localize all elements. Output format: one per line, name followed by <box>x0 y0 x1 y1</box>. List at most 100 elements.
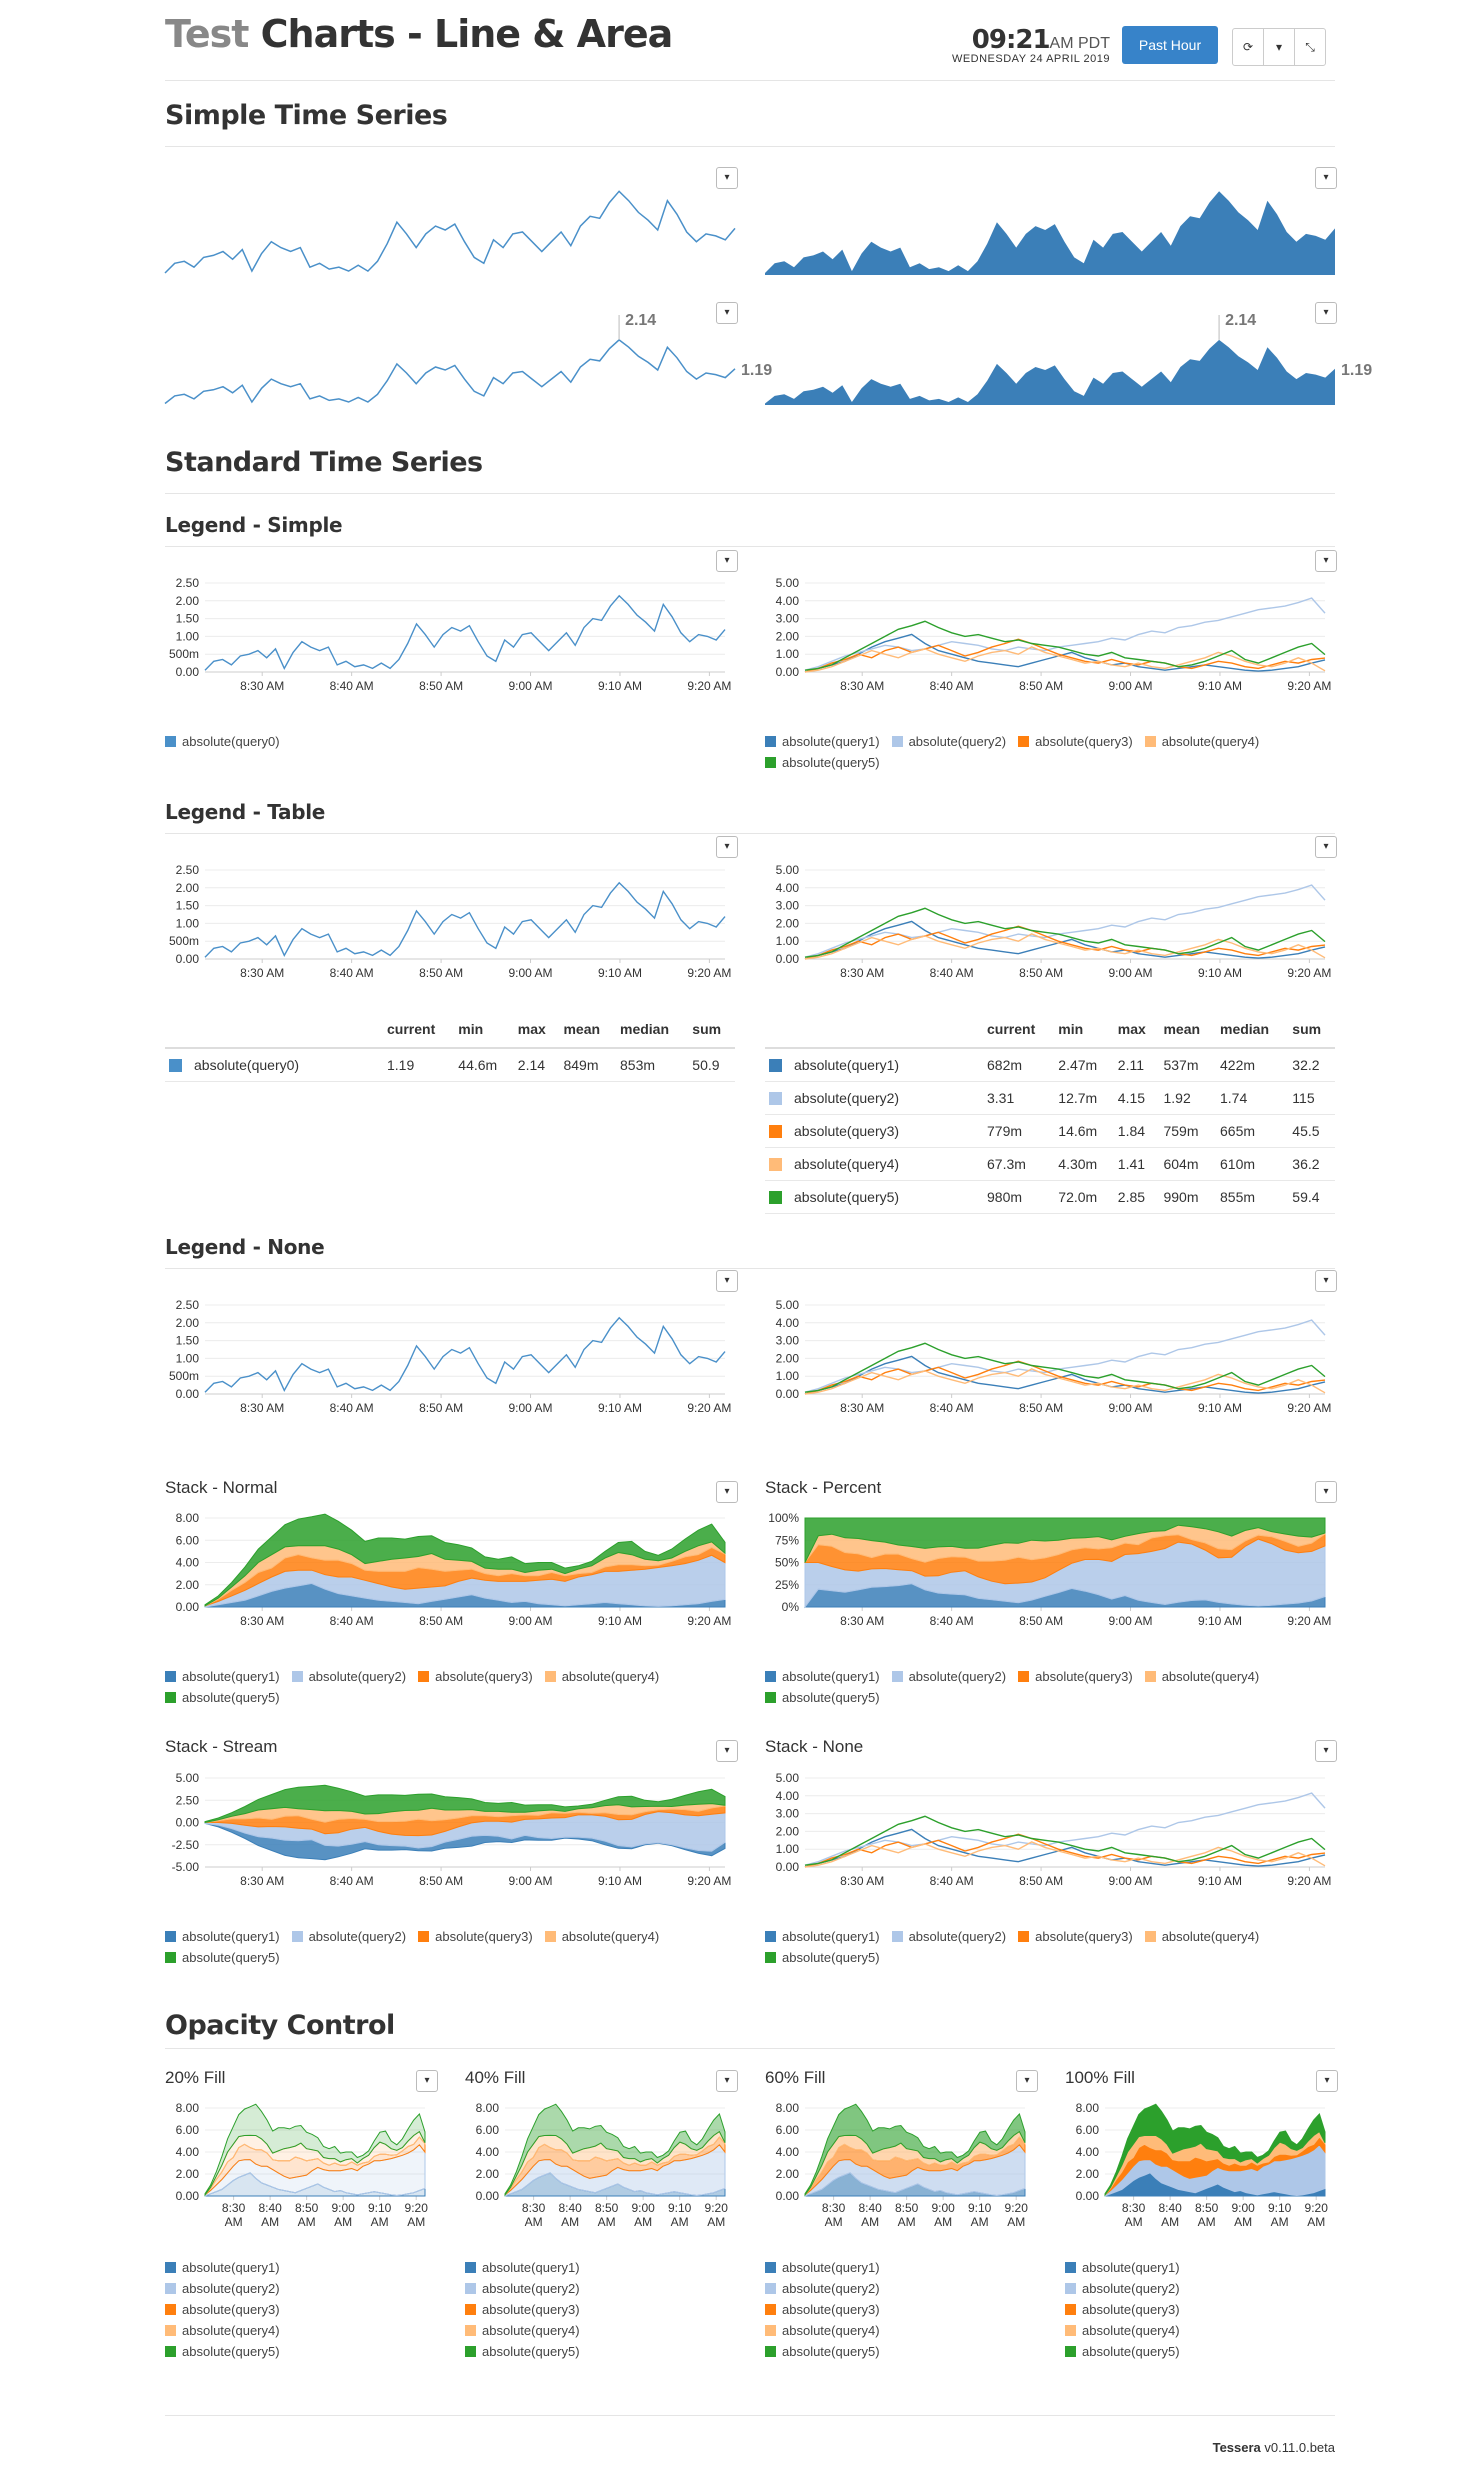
legend-item[interactable]: absolute(query2) <box>891 1669 1006 1684</box>
legend-item[interactable]: absolute(query3) <box>1018 1669 1133 1684</box>
legend-item[interactable]: absolute(query3) <box>1065 2302 1180 2317</box>
legend-item[interactable]: absolute(query4) <box>765 2323 880 2338</box>
chart-menu-toggle[interactable]: ▾ <box>1315 1270 1337 1292</box>
compress-icon[interactable]: ⤡ <box>1305 39 1315 54</box>
chart-menu-toggle[interactable]: ▾ <box>716 550 738 572</box>
legend-item[interactable]: absolute(query5) <box>165 1950 280 1965</box>
chart-menu-toggle[interactable]: ▾ <box>716 836 738 858</box>
legend-item[interactable]: absolute(query3) <box>1018 1929 1133 1944</box>
chart-menu-toggle[interactable]: ▾ <box>1315 1740 1337 1762</box>
legend-item[interactable]: absolute(query3) <box>165 2302 280 2317</box>
legend-item[interactable]: absolute(query4) <box>1144 734 1259 749</box>
legend-swatch <box>769 1158 782 1171</box>
y-tick-label: 2.00 <box>1076 2167 1100 2181</box>
chart-menu-toggle[interactable]: ▾ <box>416 2070 438 2092</box>
legend-item[interactable]: absolute(query1) <box>765 734 880 749</box>
stack-none-chart: 5.00 4.00 3.00 2.00 1.00 0.00 8:30 AM 8:40 AM 8:… <box>776 1771 1332 1888</box>
legend-item[interactable]: absolute(query5) <box>765 1690 880 1705</box>
x-tick-label: AM <box>861 2215 879 2229</box>
legend-item[interactable]: absolute(query1) <box>765 1669 880 1684</box>
y-tick-label: 6.00 <box>776 2123 800 2137</box>
legend-item[interactable]: absolute(query2) <box>891 734 1006 749</box>
legend-item[interactable]: absolute(query3) <box>418 1929 533 1944</box>
legend-item[interactable]: absolute(query5) <box>165 1690 280 1705</box>
legend-item[interactable]: absolute(query2) <box>165 2281 280 2296</box>
x-tick-label: 9:00 <box>631 2201 655 2215</box>
legend-item[interactable]: absolute(query2) <box>291 1669 406 1684</box>
legend-item[interactable]: absolute(query2) <box>765 2281 880 2296</box>
chart-axes: 8.006.004.002.000.008:30AM8:40AM8:50AM9:… <box>176 2101 429 2229</box>
heading-stack-stream: Stack - Stream <box>165 1737 278 1756</box>
legend-item[interactable]: absolute(query1) <box>165 2260 280 2275</box>
chart-grid <box>805 582 1325 673</box>
table-row[interactable]: absolute(query1) 682m 2.47m 2.11 537m 422m 32.… <box>765 1048 1335 1082</box>
table-row[interactable]: absolute(query3) 779m 14.6m 1.84 759m 665m 45.… <box>765 1114 1335 1148</box>
x-tick-label: AM <box>334 2215 352 2229</box>
legend-item[interactable]: absolute(query4) <box>544 1929 659 1944</box>
chart-menu-toggle[interactable]: ▾ <box>1315 836 1337 858</box>
chart-menu-toggle[interactable]: ▾ <box>716 2070 738 2092</box>
legend-item[interactable]: absolute(query1) <box>165 1929 280 1944</box>
chart-menu-toggle[interactable]: ▾ <box>716 1481 738 1503</box>
chart-axes: 5.00 4.00 3.00 2.00 1.00 0.00 8:30 AM 8:40 AM 8:… <box>776 863 1332 980</box>
chart-menu-toggle[interactable]: ▾ <box>716 302 738 324</box>
legend-item[interactable]: absolute(query2) <box>291 1929 407 1944</box>
x-tick-label: 9:10 AM <box>598 679 642 693</box>
legend-item[interactable]: absolute(query3) <box>765 2302 880 2317</box>
x-tick-label: 8:30 AM <box>240 966 284 980</box>
legend-item[interactable]: absolute(query2) <box>465 2281 580 2296</box>
line-series-absolute-query1- <box>804 633 1326 673</box>
legend-item[interactable]: absolute(query1) <box>765 2260 880 2275</box>
legend-item[interactable]: absolute(query1) <box>465 2260 580 2275</box>
x-tick-label: AM <box>1007 2215 1025 2229</box>
time-range-button[interactable]: Past Hour <box>1122 26 1218 64</box>
legend-item[interactable]: absolute(query1) <box>765 1929 880 1944</box>
stack-percent-chart: 100% 75% 50% 25% 0% 8:30 AM 8:40 AM 8:50 AM 9:00… <box>768 1511 1331 1628</box>
chart-menu-toggle[interactable]: ▾ <box>716 167 738 189</box>
chart-menu-toggle[interactable]: ▾ <box>1315 302 1337 324</box>
chart-menu-toggle[interactable]: ▾ <box>716 1270 738 1292</box>
y-tick-label: 0.00 <box>176 952 200 966</box>
y-tick-label: 100% <box>768 1511 799 1525</box>
legend-item[interactable]: absolute(query3) <box>418 1669 533 1684</box>
legend-item[interactable]: absolute(query2) <box>1065 2281 1180 2296</box>
table-row[interactable]: absolute(query0) 1.19 44.6m 2.14 849m 853m 50.… <box>165 1048 735 1082</box>
legend-item[interactable]: absolute(query3) <box>465 2302 580 2317</box>
legend-item[interactable]: absolute(query4) <box>544 1669 659 1684</box>
legend-item[interactable]: absolute(query5) <box>1065 2344 1180 2359</box>
chart-menu-toggle[interactable]: ▾ <box>1315 550 1337 572</box>
legend-item[interactable]: absolute(query4) <box>465 2323 580 2338</box>
legend-item[interactable]: absolute(query5) <box>765 2344 880 2359</box>
chart-menu-toggle[interactable]: ▾ <box>1315 167 1337 189</box>
legend-item[interactable]: absolute(query5) <box>165 2344 280 2359</box>
legend-item[interactable]: absolute(query2) <box>891 1929 1006 1944</box>
legend-item[interactable]: absolute(query4) <box>165 2323 280 2338</box>
legend-item[interactable]: absolute(query1) <box>165 1669 280 1684</box>
chart-menu-toggle[interactable]: ▾ <box>716 1740 738 1762</box>
legend-item[interactable]: absolute(query5) <box>465 2344 580 2359</box>
legend-item[interactable]: absolute(query4) <box>1144 1669 1259 1684</box>
table-row[interactable]: absolute(query2) 3.31 12.7m 4.15 1.92 1.74 115 <box>765 1081 1335 1115</box>
title-prefix: Test <box>165 12 249 56</box>
y-tick-label: 4.00 <box>176 1556 200 1570</box>
table-row[interactable]: absolute(query4) 67.3m 4.30m 1.41 604m 610m 36… <box>765 1147 1335 1181</box>
legend-item[interactable]: absolute(query3) <box>1018 734 1133 749</box>
chart-axes: 2.50 2.00 1.50 1.00 500m 0.00 8:30 AM 8:40 AM 8:… <box>169 576 731 693</box>
legend-item[interactable]: absolute(query0) <box>165 734 280 749</box>
chart-menu-toggle[interactable]: ▾ <box>1315 1481 1337 1503</box>
legend-label: absolute(query2) <box>308 1929 407 1944</box>
legend-item[interactable]: absolute(query5) <box>765 1950 880 1965</box>
legend-item[interactable]: absolute(query4) <box>1144 1929 1259 1944</box>
x-tick-label: 9:10 <box>668 2201 692 2215</box>
legend-item[interactable]: absolute(query1) <box>1065 2260 1180 2275</box>
chart-menu-toggle[interactable]: ▾ <box>1016 2070 1038 2092</box>
legend-label: absolute(query5) <box>782 1690 880 1705</box>
legend-label: absolute(query5) <box>782 755 880 770</box>
table-row[interactable]: absolute(query5) 980m 72.0m 2.85 990m 855m 59.… <box>765 1180 1335 1214</box>
refresh-icon[interactable]: ⟳ <box>1233 29 1264 65</box>
chart-menu-toggle[interactable]: ▾ <box>1316 2070 1338 2092</box>
legend-label: absolute(query2) <box>1082 2281 1180 2296</box>
legend-item[interactable]: absolute(query5) <box>765 755 880 770</box>
caret-down-icon[interactable]: ▾ <box>1264 29 1295 65</box>
legend-item[interactable]: absolute(query4) <box>1065 2323 1180 2338</box>
